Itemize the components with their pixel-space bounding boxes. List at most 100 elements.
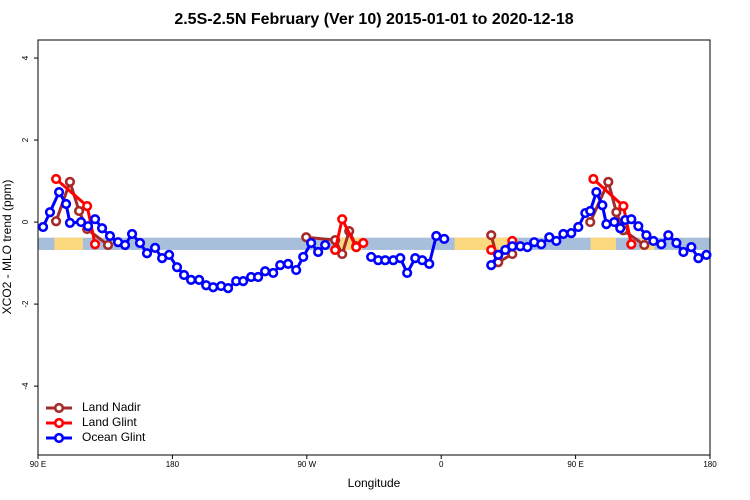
legend-marker — [53, 417, 65, 429]
x-tick-label: 90 E — [30, 460, 46, 469]
data-point — [536, 239, 547, 250]
data-point — [253, 271, 264, 283]
data-point — [686, 241, 697, 253]
data-point — [75, 216, 87, 228]
data-point — [591, 187, 602, 198]
data-point — [618, 200, 629, 212]
plot-frame — [37, 39, 711, 456]
x-tick-label: 0 — [439, 460, 444, 469]
data-point — [351, 241, 362, 253]
data-point — [439, 233, 450, 244]
data-point — [615, 223, 626, 234]
y-tick-label: -4 — [21, 382, 30, 390]
x-tick-label: 180 — [703, 460, 717, 469]
data-point — [275, 260, 286, 271]
x-tick-label: 90 E — [567, 460, 583, 469]
data-point — [701, 249, 712, 260]
legend-label: Land Glint — [82, 415, 137, 429]
data-point — [633, 221, 644, 232]
data-point — [53, 187, 65, 198]
data-point — [693, 253, 704, 264]
data-point — [37, 221, 49, 233]
data-point — [82, 200, 93, 212]
legend-marker — [53, 432, 65, 444]
data-point — [283, 258, 294, 270]
data-point — [656, 239, 667, 250]
data-point — [493, 249, 504, 260]
data-point — [313, 246, 324, 258]
data-point — [96, 223, 108, 234]
data-point — [431, 230, 442, 242]
y-tick-label: 0 — [21, 219, 30, 224]
data-point — [178, 269, 190, 281]
data-point — [298, 251, 309, 263]
data-point — [648, 235, 659, 247]
data-point — [603, 176, 614, 187]
land-region — [454, 237, 510, 250]
data-point — [424, 258, 435, 270]
data-point — [268, 267, 279, 279]
data-point — [558, 228, 569, 240]
data-point — [402, 267, 413, 279]
data-point — [119, 239, 131, 251]
data-point — [522, 241, 533, 253]
data-point — [104, 230, 116, 242]
chart-title: 2.5S-2.5N February (Ver 10) 2015-01-01 t… — [174, 11, 573, 28]
data-point — [337, 248, 348, 260]
data-point — [597, 200, 608, 211]
data-point — [486, 260, 497, 271]
data-point — [507, 241, 518, 252]
data-point — [678, 246, 689, 258]
data-point — [585, 216, 596, 228]
data-point — [260, 266, 271, 277]
data-point — [194, 274, 205, 285]
data-point — [601, 219, 612, 230]
data-point — [639, 239, 650, 251]
land-region — [54, 237, 83, 250]
x-tick-label: 180 — [166, 460, 180, 469]
data-point — [588, 173, 599, 185]
legend-label: Land Nadir — [82, 400, 141, 414]
data-point — [50, 173, 62, 185]
data-point — [609, 216, 620, 228]
data-point — [82, 221, 94, 232]
data-point — [73, 205, 85, 217]
data-point — [486, 230, 497, 241]
data-point — [641, 230, 652, 241]
data-point — [60, 198, 72, 210]
data-point — [89, 239, 101, 250]
data-point — [626, 239, 637, 250]
data-point — [223, 282, 234, 294]
data-point — [320, 239, 331, 251]
y-tick-label: 2 — [21, 137, 30, 142]
data-point — [291, 264, 302, 276]
data-point — [89, 214, 101, 225]
data-point — [626, 214, 637, 225]
data-point — [573, 221, 584, 233]
data-point — [566, 228, 577, 239]
data-point — [238, 276, 249, 287]
data-point — [395, 253, 406, 264]
x-tick-label: 90 W — [297, 460, 316, 469]
data-point — [358, 237, 369, 249]
data-point — [64, 217, 76, 228]
data-point — [102, 239, 114, 251]
data-point — [64, 176, 76, 187]
data-point — [164, 249, 175, 260]
legend-label: Ocean Glint — [82, 430, 146, 444]
data-point — [380, 255, 391, 266]
data-point — [149, 242, 161, 254]
legend-marker — [53, 402, 65, 414]
data-point — [208, 282, 219, 293]
data-point — [171, 262, 183, 273]
y-axis-label: XCO2 - MLO trend (ppm) — [0, 180, 14, 315]
y-tick-label: 4 — [21, 55, 30, 60]
data-point — [141, 248, 153, 259]
data-point — [611, 207, 622, 218]
data-point — [126, 228, 138, 240]
data-point — [671, 237, 682, 249]
data-point — [585, 205, 596, 217]
data-point — [663, 230, 674, 241]
data-point — [486, 244, 497, 256]
